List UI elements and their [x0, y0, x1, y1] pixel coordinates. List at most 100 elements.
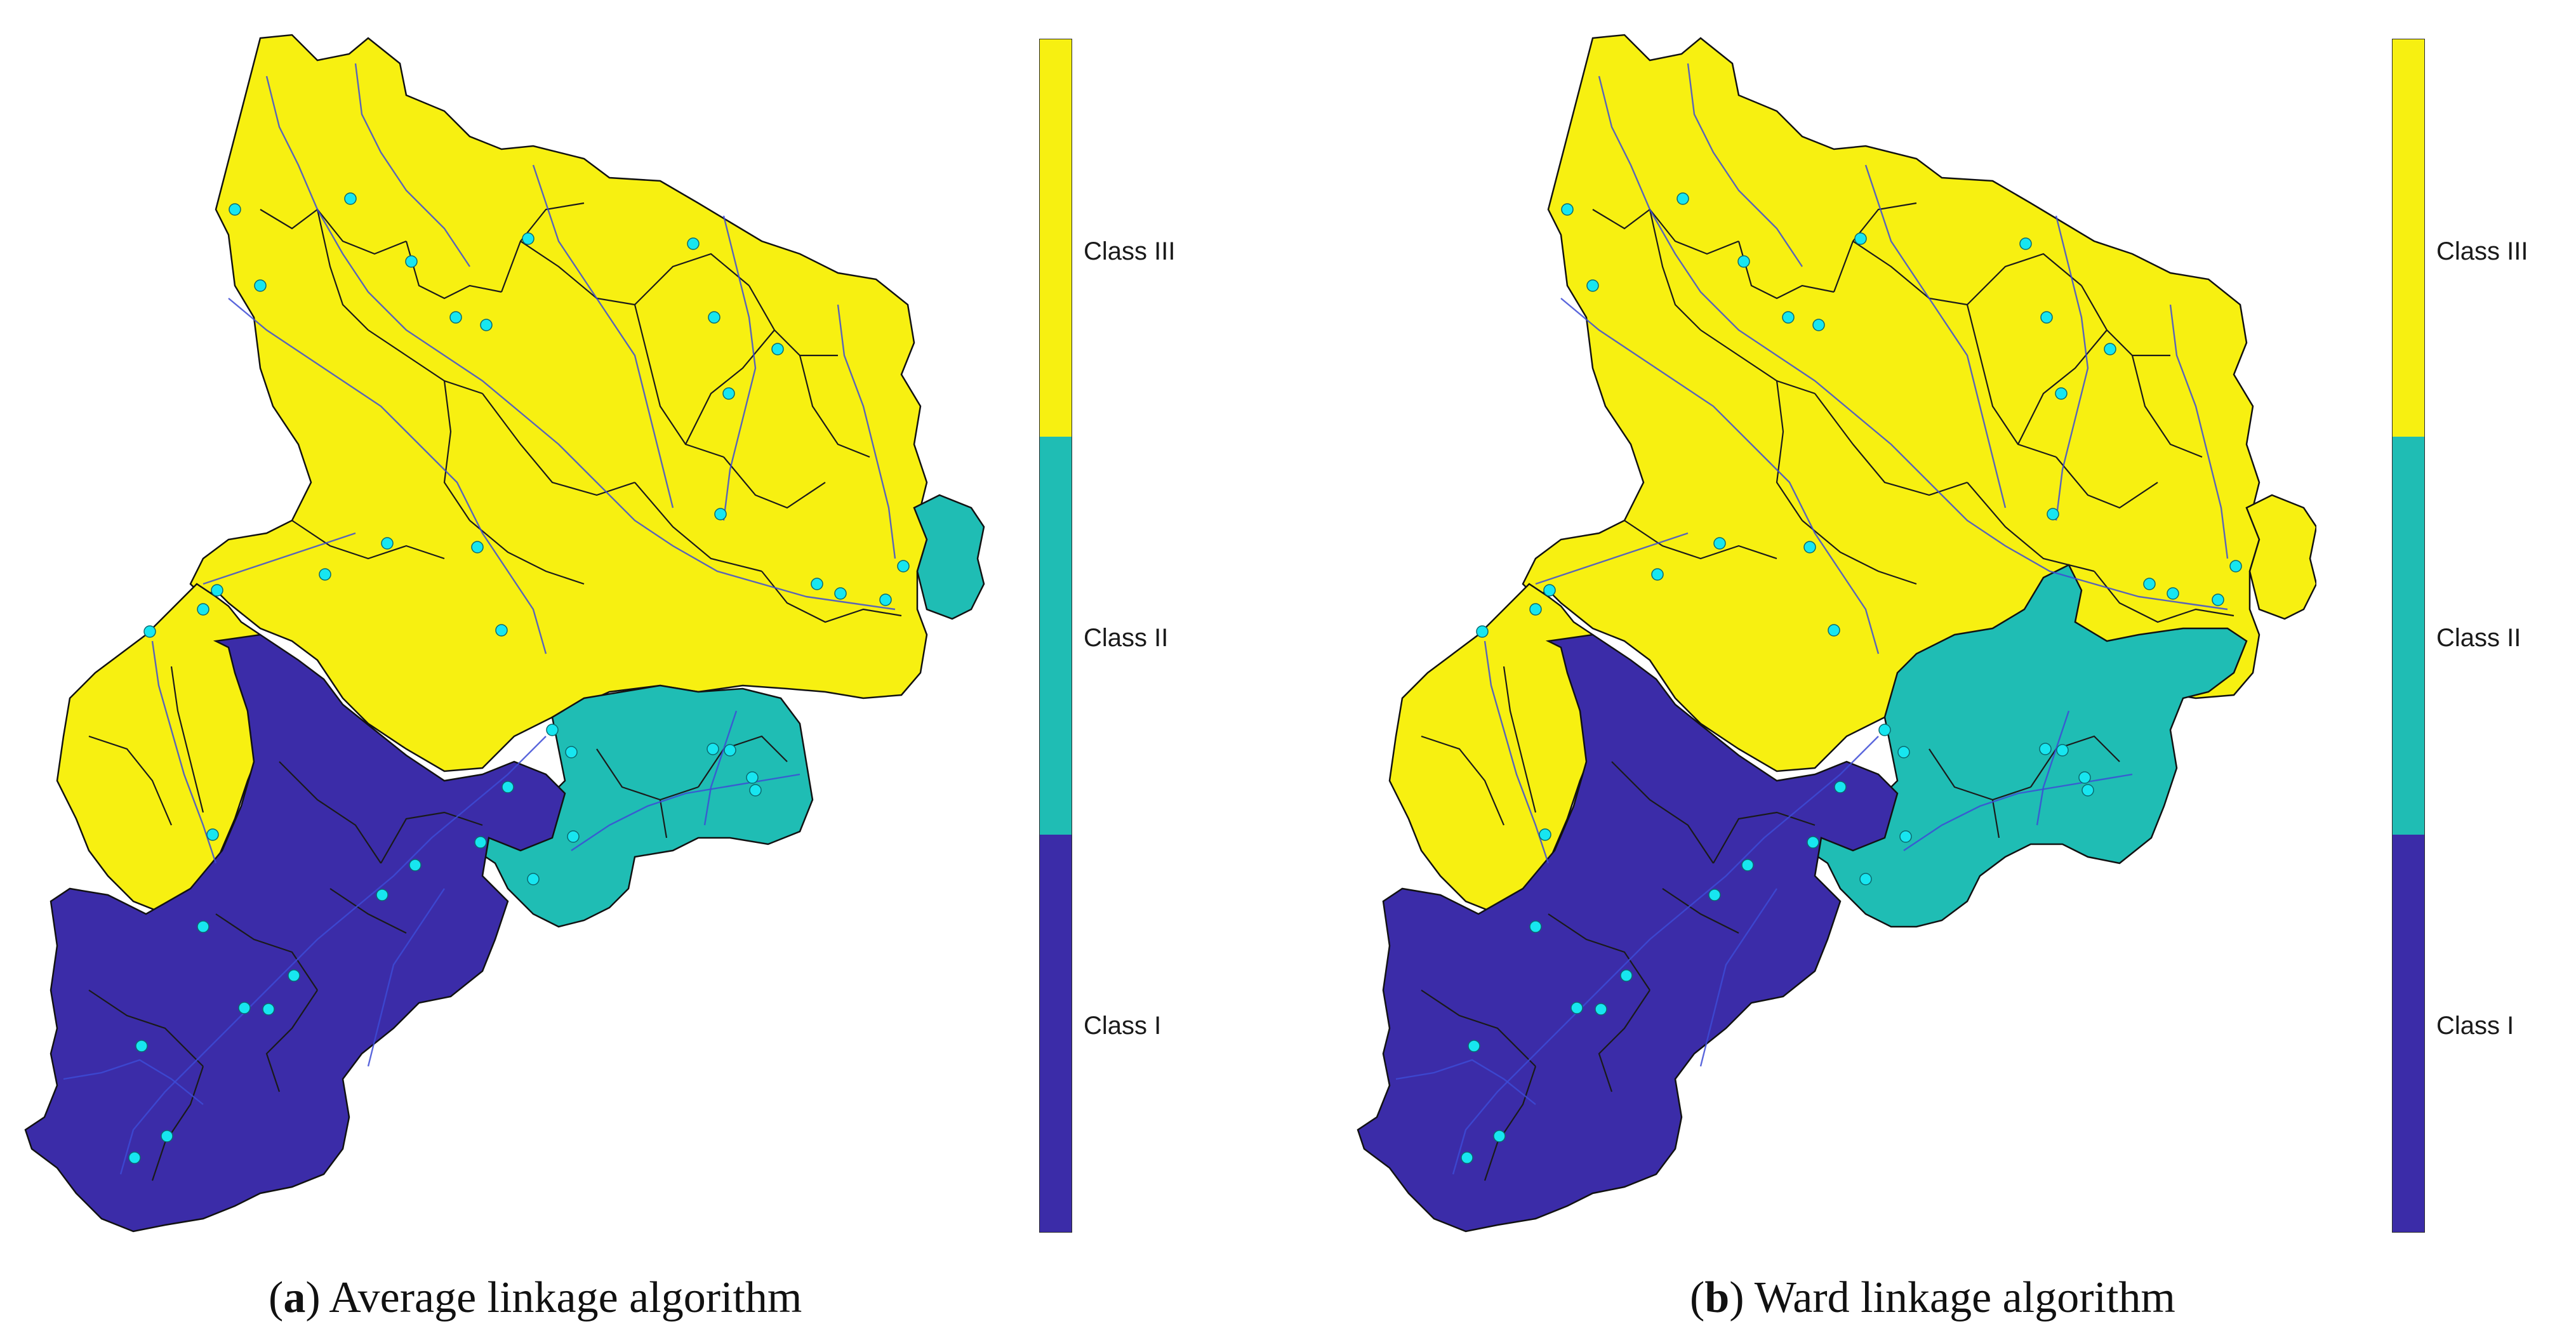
- gauging-station-marker: [1476, 625, 1489, 638]
- subbasin-boundary: [634, 304, 724, 458]
- subbasin-boundary: [748, 285, 838, 357]
- river: [1864, 164, 2007, 508]
- gauging-station-marker: [811, 578, 823, 590]
- subbasin-boundary: [329, 888, 407, 934]
- subbasin-boundary: [634, 253, 750, 305]
- subbasin-boundary: [1929, 748, 2031, 801]
- river: [367, 888, 445, 1067]
- gauging-station-marker: [1539, 828, 1551, 841]
- gauging-station-marker: [722, 387, 735, 400]
- subbasin-boundary: [659, 799, 668, 838]
- gauging-station-marker: [2212, 593, 2224, 606]
- river: [703, 710, 738, 826]
- subbasin-boundary: [1548, 913, 1650, 991]
- gauging-station-marker: [480, 319, 493, 331]
- river: [202, 532, 356, 585]
- gauging-station-marker: [1529, 920, 1542, 933]
- subbasin-boundary: [368, 329, 483, 395]
- river: [1535, 532, 1689, 585]
- gauging-station-marker: [771, 343, 784, 355]
- subbasin-boundary: [1421, 990, 1536, 1067]
- gauging-station-marker: [161, 1130, 173, 1143]
- gauging-station-marker: [1741, 859, 1754, 871]
- subbasin-boundary: [520, 241, 635, 306]
- subbasin-boundary: [2081, 285, 2170, 357]
- river: [1484, 640, 1550, 864]
- gauging-station-marker: [1854, 232, 1867, 245]
- gauging-station-marker: [1543, 584, 1556, 597]
- gauging-station-marker: [527, 873, 540, 885]
- legend-label-class-ii: Class II: [1084, 624, 1169, 652]
- subbasin-boundary: [1662, 888, 1739, 934]
- subbasin-boundary: [1991, 799, 2000, 838]
- gauging-station-marker: [2039, 743, 2052, 755]
- gauging-station-marker: [409, 859, 422, 871]
- gauging-station-marker: [1807, 836, 1819, 849]
- subbasin-boundary: [1484, 1066, 1537, 1181]
- panel-average-linkage: Class III Class II Class I (a) Average l…: [24, 34, 1176, 1322]
- gauging-station-marker: [474, 836, 487, 849]
- gauging-station-marker: [262, 1003, 275, 1016]
- gauging-station-marker: [128, 1151, 141, 1164]
- class-colorbar: [2392, 39, 2425, 1233]
- class-ii-region: [913, 494, 985, 620]
- caption-text: Ward linkage algorithm: [1754, 1273, 2175, 1322]
- subbasin-boundary: [2094, 571, 2234, 623]
- gauging-station-marker: [1834, 781, 1847, 793]
- gauging-station-marker: [501, 781, 514, 793]
- gauging-station-marker: [1651, 568, 1664, 581]
- subbasin-boundary: [1611, 761, 1714, 864]
- subbasin-boundary: [1966, 304, 2057, 458]
- river: [1395, 1059, 1536, 1105]
- legend-label-class-iii: Class III: [2436, 237, 2528, 265]
- river: [2169, 304, 2229, 559]
- caption-text: Average linkage algorithm: [329, 1273, 802, 1322]
- subbasin-boundary: [1852, 241, 1968, 306]
- subbasin-boundary: [761, 571, 902, 623]
- class-colorbar: [1039, 39, 1072, 1233]
- gauging-station-marker: [238, 1002, 251, 1014]
- gauging-station-marker: [2143, 578, 2156, 590]
- subbasin-boundary: [723, 456, 826, 509]
- gauging-station-marker: [1859, 873, 1872, 885]
- river: [722, 215, 757, 521]
- subbasin-boundary: [1776, 380, 1803, 521]
- legend-label-class-ii: Class II: [2436, 624, 2521, 652]
- subbasin-boundary: [2131, 355, 2203, 458]
- subbasin-boundary: [215, 913, 318, 991]
- subbasin-boundary: [405, 241, 502, 300]
- gauging-station-marker: [2040, 311, 2053, 324]
- subbasin-boundary: [443, 380, 470, 521]
- gauging-station-marker: [749, 784, 762, 797]
- river: [571, 773, 800, 851]
- gauging-station-marker: [449, 311, 462, 324]
- river: [1452, 736, 1879, 1175]
- river: [1903, 773, 2133, 851]
- river: [1699, 888, 1777, 1067]
- gauging-station-marker: [834, 587, 847, 600]
- class-ii-swatch: [2393, 437, 2424, 835]
- river: [228, 298, 547, 654]
- river: [2055, 215, 2089, 521]
- river: [2036, 710, 2070, 826]
- subbasin-boundary: [469, 520, 585, 585]
- river: [1560, 298, 1880, 654]
- subbasin-boundary: [1737, 241, 1835, 300]
- subbasin-boundary: [634, 482, 762, 573]
- subbasin-boundary: [2017, 329, 2108, 445]
- gauging-station-marker: [565, 746, 578, 758]
- subbasin-boundary: [1802, 520, 1917, 585]
- class-ii-swatch: [1040, 437, 1072, 835]
- gauging-station-marker: [405, 255, 418, 268]
- caption-letter: b: [1704, 1273, 1730, 1322]
- subbasin-boundary: [1967, 482, 2095, 573]
- gauging-station-marker: [1713, 537, 1726, 550]
- gauging-station-marker: [1878, 724, 1891, 736]
- river: [265, 76, 896, 611]
- class-iii-region: [189, 34, 928, 772]
- catchment-map: [24, 34, 985, 1233]
- panel-caption: (b) Ward linkage algorithm: [1690, 1273, 2175, 1322]
- class-i-swatch: [1040, 834, 1072, 1232]
- legend-label-class-iii: Class III: [1084, 237, 1176, 265]
- river: [63, 1059, 204, 1105]
